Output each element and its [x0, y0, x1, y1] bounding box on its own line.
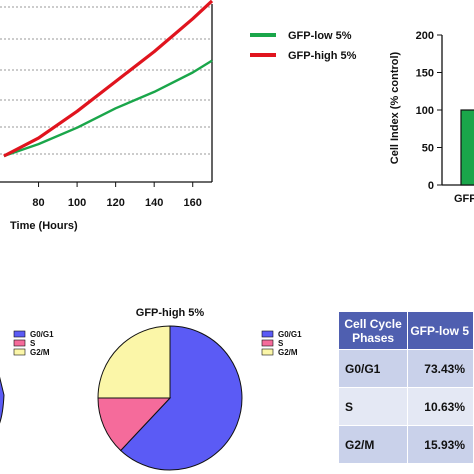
bar-chart-y-ticks: 0 50 100 150 200 — [416, 30, 442, 192]
legend-label: GFP-low 5% — [288, 30, 352, 42]
pie-slice-g2-m — [97, 325, 171, 399]
pie-slice-g0-g1 — [119, 325, 243, 471]
line-chart-x-tick-label: 120 — [106, 197, 124, 209]
bar-chart-y-tick-label: 200 — [416, 30, 434, 42]
table-cell-phase: G2/M — [337, 425, 409, 464]
legend-label: G2/M — [30, 348, 50, 357]
bar-chart-y-tick-label: 0 — [428, 180, 434, 192]
legend-swatch — [261, 330, 274, 338]
legend-label: G2/M — [278, 348, 298, 357]
line-chart-x-ticks: 80 100 120 140 160 — [32, 182, 202, 209]
bar-chart-y-tick-label: 150 — [416, 68, 434, 80]
cell-cycle-table: Cell Cycle Phases GFP-low 5 G0/G1 73.43%… — [337, 311, 474, 464]
pie-slice-s — [97, 397, 172, 452]
cell-index-bar-chart: 0 50 100 150 200 Cell Index (% control) GFP — [389, 30, 474, 205]
legend-label: S — [278, 339, 284, 348]
table-header-phase: Cell Cycle Phases — [337, 311, 409, 350]
pie-right-title: GFP-high 5% — [136, 307, 205, 319]
legend-swatch — [13, 339, 26, 347]
pie-left-edge-slice — [0, 376, 5, 424]
legend-label: G0/G1 — [278, 330, 302, 339]
growth-line-chart: 80 100 120 140 160 Time (Hours) — [0, 0, 214, 232]
table-row: G0/G1 73.43% — [337, 349, 474, 388]
bar-chart-y-tick-label: 100 — [416, 105, 434, 117]
line-chart-x-tick-label: 160 — [184, 197, 202, 209]
bar-chart-category-label: GFP — [454, 193, 474, 205]
bar-chart-y-tick-label: 50 — [422, 143, 434, 155]
line-chart-x-label: Time (Hours) — [10, 220, 78, 232]
legend-swatch — [13, 348, 26, 356]
legend-swatch — [261, 339, 274, 347]
bar-chart-bars — [460, 109, 474, 186]
line-chart-grid — [0, 6, 212, 155]
line-series-gfp-high — [3, 0, 214, 158]
table-cell-value: 15.93% — [407, 425, 474, 464]
table-cell-value: 10.63% — [407, 387, 474, 426]
line-chart-series — [3, 0, 214, 158]
table-cell-phase: G0/G1 — [337, 349, 409, 388]
table-header-gfp-low: GFP-low 5 — [407, 311, 474, 350]
legend-swatch — [261, 348, 274, 356]
legend-label: GFP-high 5% — [288, 50, 357, 62]
table-row: G2/M 15.93% — [337, 425, 474, 464]
bar-chart-y-label: Cell Index (% control) — [389, 51, 401, 164]
line-chart-x-tick-label: 100 — [68, 197, 86, 209]
legend-label: G0/G1 — [30, 330, 54, 339]
bar-gfp — [460, 109, 474, 186]
line-chart-x-tick-label: 140 — [145, 197, 163, 209]
legend-swatch — [13, 330, 26, 338]
line-chart-x-tick-label: 80 — [32, 197, 44, 209]
line-chart-legend: GFP-low 5% GFP-high 5% — [250, 30, 357, 62]
line-series-gfp-low — [3, 59, 213, 158]
table-header-row: Cell Cycle Phases GFP-low 5 — [337, 311, 474, 350]
table-cell-phase: S — [337, 387, 409, 426]
table-row: S 10.63% — [337, 387, 474, 426]
pie-right-slices — [97, 325, 243, 471]
table-cell-value: 73.43% — [407, 349, 474, 388]
legend-label: S — [30, 339, 36, 348]
